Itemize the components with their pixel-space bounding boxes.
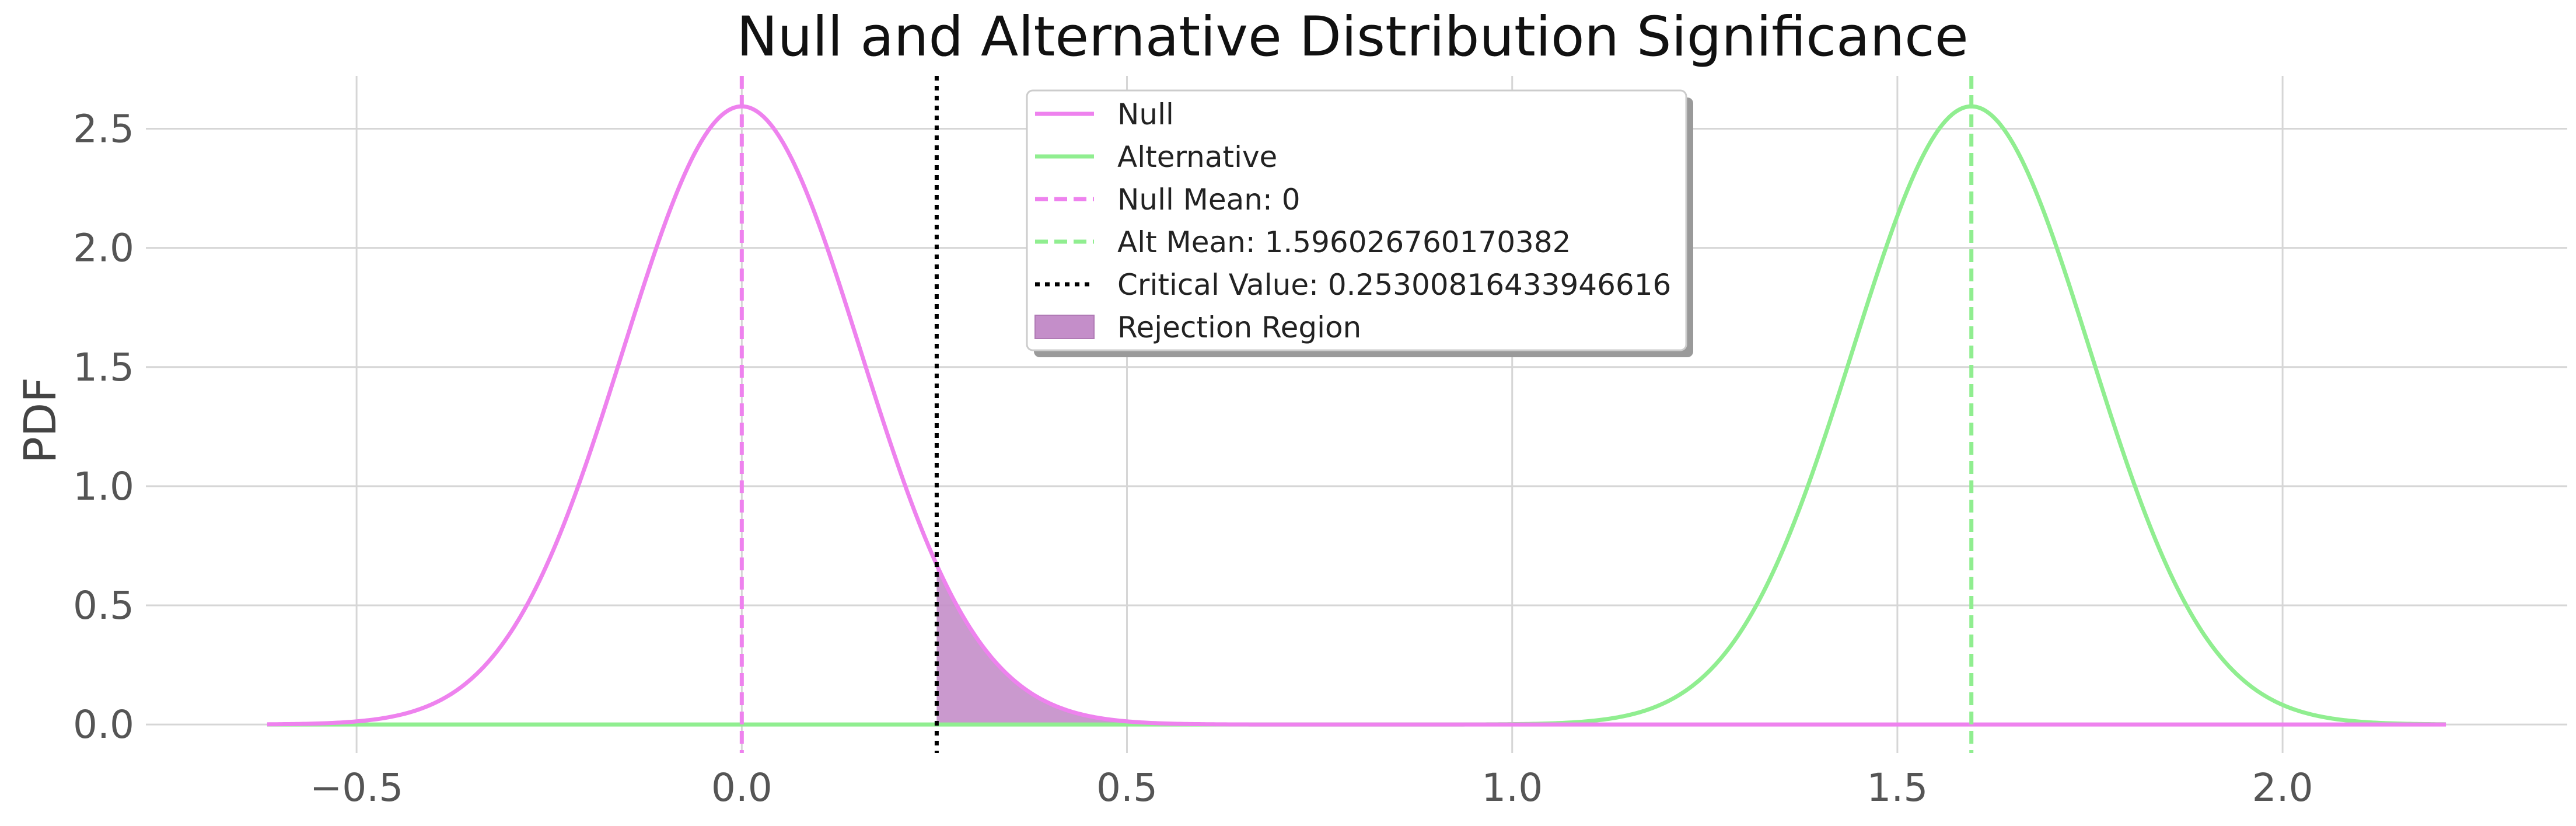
- x-tick-label: 1.0: [1481, 765, 1543, 810]
- series-line-null: [267, 104, 2446, 727]
- y-axis-label: PDF: [14, 377, 66, 463]
- rejection-region: [936, 564, 2446, 725]
- y-tick-label: 0.0: [73, 702, 134, 747]
- legend-label: Alternative: [1117, 140, 1277, 174]
- y-tick-label: 2.0: [73, 226, 134, 271]
- legend-label: Critical Value: 0.25300816433946616: [1117, 268, 1671, 302]
- legend: Null Alternative Null Mean: 0 Alt Mean: 1.5…: [1026, 89, 1693, 357]
- x-tick-label: 0.5: [1096, 765, 1158, 810]
- tick-labels: −0.5 0.0 0.5 1.0 1.5 2.0 0.0 0.5 1.0 1.5 2.0 2.5: [73, 107, 2313, 810]
- series-layer: [267, 104, 2446, 727]
- x-tick-label: 2.0: [2252, 765, 2313, 810]
- legend-label: Null: [1117, 97, 1174, 131]
- legend-patch: [1034, 315, 1095, 339]
- legend-label: Alt Mean: 1.596026760170382: [1117, 225, 1571, 259]
- y-tick-label: 1.5: [73, 345, 134, 390]
- legend-box: [1026, 89, 1687, 351]
- y-tick-label: 1.0: [73, 464, 134, 509]
- chart-title: Null and Alternative Distribution Signif…: [736, 5, 1968, 69]
- x-tick-label: −0.5: [310, 765, 403, 810]
- y-tick-label: 2.5: [73, 107, 134, 152]
- legend-label: Rejection Region: [1117, 311, 1361, 344]
- x-tick-label: 1.5: [1867, 765, 1928, 810]
- x-tick-label: 0.0: [711, 765, 773, 810]
- rejection-region-layer: [936, 564, 2446, 725]
- y-tick-label: 0.5: [73, 583, 134, 628]
- reference-lines-layer: [739, 76, 1974, 753]
- legend-label: Null Mean: 0: [1117, 183, 1301, 217]
